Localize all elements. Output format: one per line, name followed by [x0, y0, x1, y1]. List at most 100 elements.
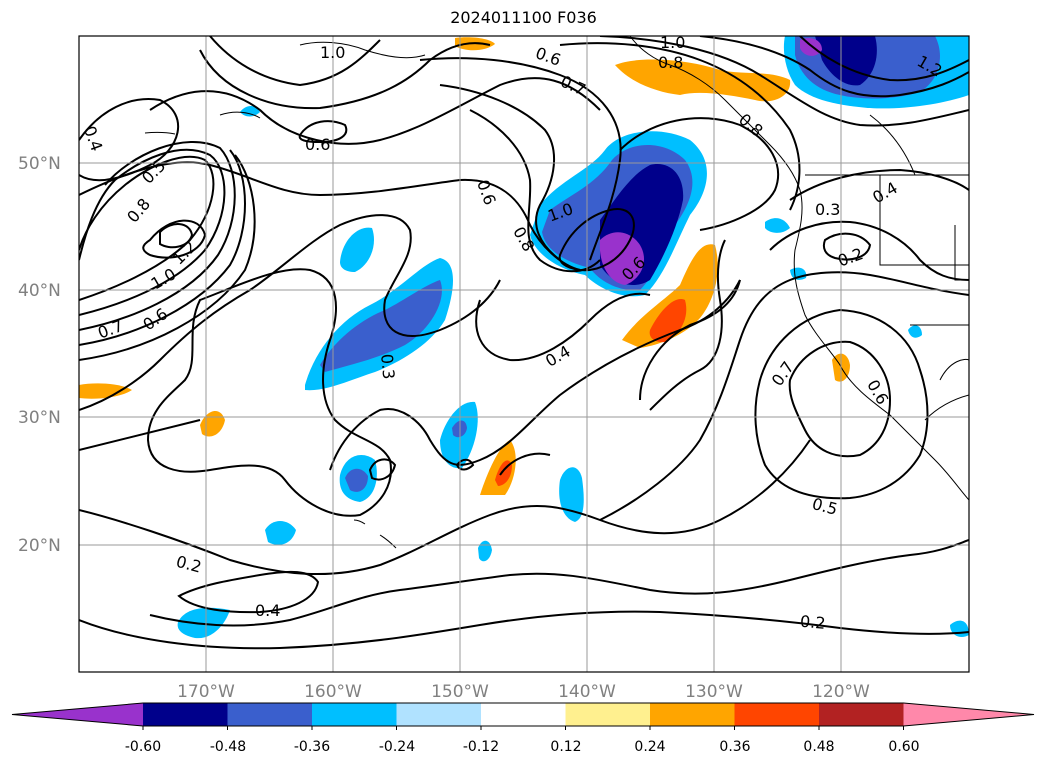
- colorbar-swatch: [819, 703, 904, 726]
- contour-line: [79, 439, 811, 576]
- contour-line: [619, 117, 780, 231]
- contour-line: [469, 109, 601, 273]
- contour-line: [79, 610, 969, 650]
- fill-region: [765, 218, 790, 233]
- contour-line: [599, 271, 969, 521]
- graticule: [79, 36, 969, 672]
- contour-label: 1.0: [320, 43, 345, 62]
- colorbar-swatch: [143, 703, 228, 726]
- contour-label: 0.6: [305, 135, 330, 154]
- lat-label: 30°N: [18, 408, 61, 428]
- lon-label: 160°W: [304, 682, 362, 702]
- contour-line: [822, 232, 872, 261]
- contour-lines: [79, 36, 969, 650]
- contour-line: [209, 36, 381, 87]
- fill-region: [615, 59, 791, 102]
- coastline: [353, 519, 366, 525]
- fill-region: [265, 521, 296, 545]
- colorbar-extend-high: [903, 703, 1034, 726]
- contour-line: [199, 42, 491, 110]
- contour-label: 0.3: [815, 200, 840, 219]
- fill-region: [908, 325, 922, 338]
- contour-line: [788, 340, 892, 458]
- contour-line: [79, 155, 215, 301]
- lat-label: 40°N: [18, 281, 61, 301]
- colorbar: [11, 702, 1035, 730]
- fill-region: [559, 467, 584, 522]
- lon-label: 130°W: [685, 682, 743, 702]
- contour-line: [146, 268, 392, 517]
- colorbar-tick-label: -0.36: [294, 739, 330, 755]
- coastline: [879, 175, 969, 266]
- coastline: [954, 225, 969, 281]
- colorbar-tick-label: 0.24: [634, 739, 665, 755]
- colorbar-swatch: [312, 703, 397, 726]
- contour-line: [79, 154, 256, 361]
- colorbar-swatch: [650, 703, 735, 726]
- longitude-labels: 170°W 160°W 150°W 140°W 130°W 120°W: [177, 682, 870, 702]
- colorbar-tick-label: 0.60: [888, 739, 919, 755]
- colorbar-swatch: [227, 703, 313, 726]
- contour-line: [559, 42, 801, 211]
- contour-line: [149, 539, 969, 627]
- contour-line: [639, 279, 741, 401]
- contour-label: 0.2: [799, 612, 826, 633]
- coastline: [939, 358, 969, 381]
- map-frame: [78, 35, 970, 673]
- lon-label: 150°W: [431, 682, 489, 702]
- filled-contours: [79, 36, 969, 639]
- coastline: [144, 131, 176, 135]
- fill-region: [240, 106, 260, 117]
- contour-line: [298, 120, 348, 144]
- colorbar-swatch: [734, 703, 820, 726]
- fill-region: [177, 607, 230, 639]
- contour-label: 0.4: [255, 601, 280, 620]
- contour-line: [79, 214, 501, 411]
- contour-line: [368, 458, 397, 481]
- contour-line: [789, 168, 969, 201]
- lon-label: 140°W: [558, 682, 616, 702]
- fill-region: [800, 38, 822, 56]
- colorbar-tick-labels: -0.60 -0.48 -0.36 -0.24 -0.12 0.12 0.24 …: [125, 739, 920, 755]
- contour-line: [649, 239, 726, 411]
- coastline: [379, 534, 397, 549]
- contour-line: [799, 36, 969, 82]
- colorbar-swatch: [396, 703, 482, 726]
- contour-line: [142, 219, 207, 259]
- contour-line: [149, 77, 601, 145]
- contour-label: 0.8: [658, 53, 683, 72]
- fill-region: [79, 383, 132, 399]
- fill-region: [622, 244, 718, 348]
- colorbar-swatch: [565, 703, 651, 726]
- contour-line: [79, 149, 246, 346]
- map-content: [79, 36, 969, 650]
- lon-label: 120°W: [812, 682, 870, 702]
- contour-line: [475, 292, 651, 362]
- fill-region: [345, 468, 368, 492]
- contour-label: 0.3: [377, 353, 398, 380]
- contour-line: [599, 36, 969, 127]
- contour-line: [558, 208, 635, 272]
- lon-label: 170°W: [177, 682, 235, 702]
- coastline: [629, 36, 969, 501]
- colorbar-tick-label: -0.48: [210, 739, 246, 755]
- map-panel: [79, 36, 969, 672]
- fill-region: [340, 227, 375, 272]
- fill-region: [599, 232, 645, 285]
- fill-region: [320, 280, 442, 372]
- contour-line: [159, 223, 194, 249]
- contour-line: [439, 84, 561, 261]
- coastline: [869, 114, 916, 176]
- contour-line: [79, 148, 226, 316]
- coastline: [219, 111, 261, 119]
- colorbar-tick-label: -0.24: [379, 739, 415, 755]
- coastline: [299, 41, 426, 59]
- colorbar-swatch: [481, 703, 566, 726]
- fill-region: [478, 540, 492, 562]
- contour-line: [79, 161, 581, 271]
- colorbar-tick-label: 0.36: [719, 739, 750, 755]
- contour-line: [177, 570, 320, 614]
- colorbar-extend-low: [12, 703, 143, 726]
- contour-line: [79, 419, 201, 451]
